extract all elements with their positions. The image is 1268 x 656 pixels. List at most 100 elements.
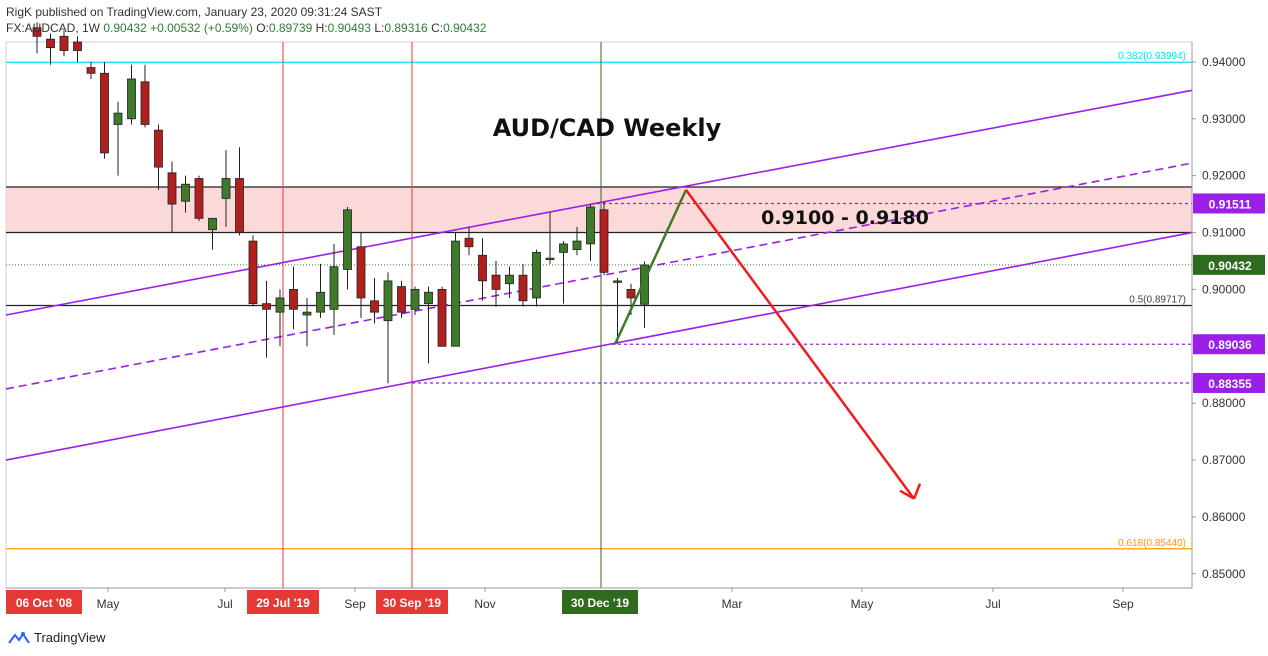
fib-label: 0.382(0.93994) [1118, 51, 1186, 62]
date-marker-label: 29 Jul '19 [256, 596, 310, 610]
channel-mid-line [5, 162, 1193, 390]
candle-body [464, 237, 474, 248]
price-tag-label: 0.91511 [1209, 197, 1252, 211]
candle-body [329, 266, 339, 310]
date-marker-tag [6, 590, 82, 614]
tradingview-logo[interactable]: TradingView [8, 630, 106, 645]
candle-body [194, 178, 204, 219]
candle-body [316, 291, 325, 313]
fib-label: 0.618(0.85440) [1118, 538, 1186, 549]
candle-body [275, 297, 285, 313]
date-marker-tag [562, 590, 638, 614]
symbol: FX:AUDCAD, 1W [6, 21, 101, 35]
symbol-ohlc-line: FX:AUDCAD, 1W 0.90432 +0.00532 (+0.59%) … [6, 20, 486, 36]
candle-body [640, 264, 649, 305]
x-tick-label: May [97, 597, 120, 611]
price-tag-label: 0.89036 [1208, 338, 1252, 352]
y-tick-label: 0.92000 [1202, 169, 1246, 183]
y-tick-label: 0.86000 [1202, 510, 1246, 524]
y-tick-label: 0.90000 [1202, 282, 1246, 296]
candle-body [518, 274, 528, 302]
x-tick-label: Sep [1112, 597, 1134, 611]
chart-header: RigK published on TradingView.com, Janua… [6, 4, 486, 36]
candle-body [248, 240, 258, 305]
price-tag-label: 0.88355 [1208, 377, 1252, 391]
projection-up-leg [613, 189, 688, 345]
candle-body [302, 311, 312, 316]
candle-body [127, 78, 136, 120]
candle-body [73, 41, 82, 51]
x-tick-label: May [851, 597, 874, 611]
price-tag [1193, 254, 1265, 275]
candle-body [208, 217, 217, 231]
y-tick-label: 0.93000 [1202, 112, 1246, 126]
arrow-head [899, 483, 922, 500]
candle-body [100, 72, 109, 154]
candle-body [532, 252, 541, 299]
published-line: RigK published on TradingView.com, Janua… [6, 5, 383, 19]
date-marker-tag [247, 590, 319, 614]
y-tick-label: 0.91000 [1202, 226, 1246, 240]
candle-body [626, 289, 636, 299]
y-tick-label: 0.88000 [1202, 396, 1246, 410]
channel-upper-line [5, 89, 1193, 316]
date-marker-label: 30 Dec '19 [571, 596, 630, 610]
candle-body [32, 27, 42, 37]
candle-body [383, 280, 393, 322]
close-value: 0.90432 [443, 21, 487, 35]
x-tick-label: Nov [474, 597, 495, 611]
candle-body [572, 240, 582, 250]
last-price: 0.90432 [103, 21, 147, 35]
low-label: L: [374, 21, 385, 35]
date-marker-label: 06 Oct '08 [16, 596, 73, 610]
candle-body [370, 300, 379, 313]
candle-body [221, 178, 231, 199]
candle-body [46, 38, 55, 49]
candle-body [289, 289, 298, 310]
candle-body [59, 35, 69, 51]
projection-down-arrow [684, 189, 916, 500]
candle-body [356, 246, 366, 299]
candle-body [613, 280, 622, 283]
candle-body [397, 286, 406, 313]
tradingview-brand: TradingView [34, 630, 106, 645]
price-tag [1193, 372, 1265, 393]
candle-body [262, 303, 271, 310]
date-marker-label: 30 Sep '19 [383, 596, 442, 610]
date-marker-tag [376, 590, 448, 614]
candle-body [167, 172, 177, 205]
channel-lower-line [5, 231, 1193, 461]
candle-body [154, 129, 163, 168]
footer: TradingView [0, 620, 1268, 656]
candle-body [505, 274, 514, 285]
candle-body [140, 81, 150, 125]
candle-body [559, 243, 568, 253]
close-label: C: [431, 21, 444, 35]
y-tick-label: 0.85000 [1202, 567, 1246, 581]
zone-label: 0.9100 - 0.9180 [761, 207, 929, 229]
candle-body [437, 289, 447, 347]
high-label: H: [315, 21, 328, 35]
candle-body [410, 289, 420, 310]
plot-area [5, 41, 1193, 589]
price-change: +0.00532 (+0.59%) [150, 21, 253, 35]
x-tick-label: Jul [985, 597, 1000, 611]
price-tag-label: 0.90432 [1208, 259, 1252, 273]
candle-body [451, 240, 460, 347]
tradingview-logo-icon [8, 631, 30, 644]
y-tick-label: 0.87000 [1202, 453, 1246, 467]
high-value: 0.90493 [327, 21, 371, 35]
candle-body [235, 178, 244, 233]
candle-body [181, 183, 190, 202]
candle-body [545, 257, 555, 261]
x-tick-label: Jul [217, 597, 232, 611]
fib-label: 0.5(0.89717) [1129, 295, 1186, 306]
chart-title: AUD/CAD Weekly [493, 114, 722, 142]
x-tick-label: Sep [344, 597, 366, 611]
candle-body [424, 291, 433, 305]
candle-body [343, 209, 352, 270]
open-value: 0.89739 [268, 21, 313, 35]
y-tick-label: 0.94000 [1202, 55, 1246, 69]
resistance-zone [6, 187, 1192, 233]
